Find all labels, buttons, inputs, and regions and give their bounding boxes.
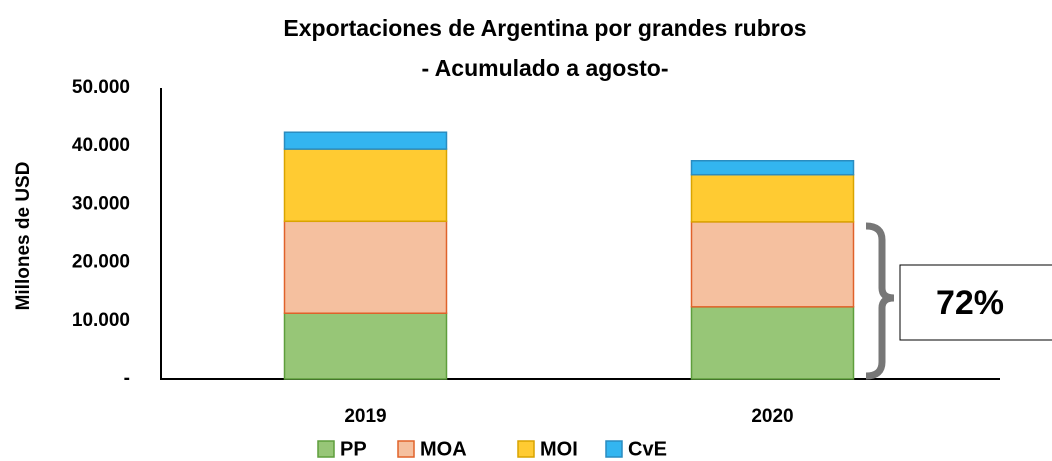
legend-swatch <box>317 440 335 458</box>
legend-swatch <box>605 440 623 458</box>
legend-swatch <box>517 440 535 458</box>
bracket <box>865 222 895 380</box>
legend-label: CvE <box>628 438 667 460</box>
legend-label: PP <box>340 438 367 460</box>
y-axis-label: Millones de USD <box>13 162 34 311</box>
legend-swatch <box>397 440 415 458</box>
bar-segment <box>690 221 855 308</box>
legend-label: MOI <box>540 438 578 460</box>
annotation: 72% <box>936 284 1004 322</box>
bar-segment <box>283 312 448 380</box>
bar-segment <box>690 160 855 176</box>
bar-segment <box>690 173 855 223</box>
chart-subtitle: - Acumulado a agosto- <box>421 55 668 81</box>
chart-title: Exportaciones de Argentina por grandes r… <box>283 15 806 41</box>
bar-segment <box>283 148 448 223</box>
x-tick-label: 2020 <box>751 406 793 427</box>
y-tick-label: 30.000 <box>72 193 130 214</box>
y-tick-label: 40.000 <box>72 135 130 156</box>
annotation-box <box>899 264 1052 341</box>
legend-label: MOA <box>420 438 467 460</box>
bar-segment <box>283 131 448 150</box>
x-tick-label: 2019 <box>344 406 386 427</box>
bar-segment <box>283 220 448 314</box>
y-tick-label: 50.000 <box>72 77 130 98</box>
y-tick-label: - <box>124 368 130 389</box>
y-tick-label: 10.000 <box>72 310 130 331</box>
y-tick-label: 20.000 <box>72 252 130 273</box>
bar-segment <box>690 306 855 380</box>
